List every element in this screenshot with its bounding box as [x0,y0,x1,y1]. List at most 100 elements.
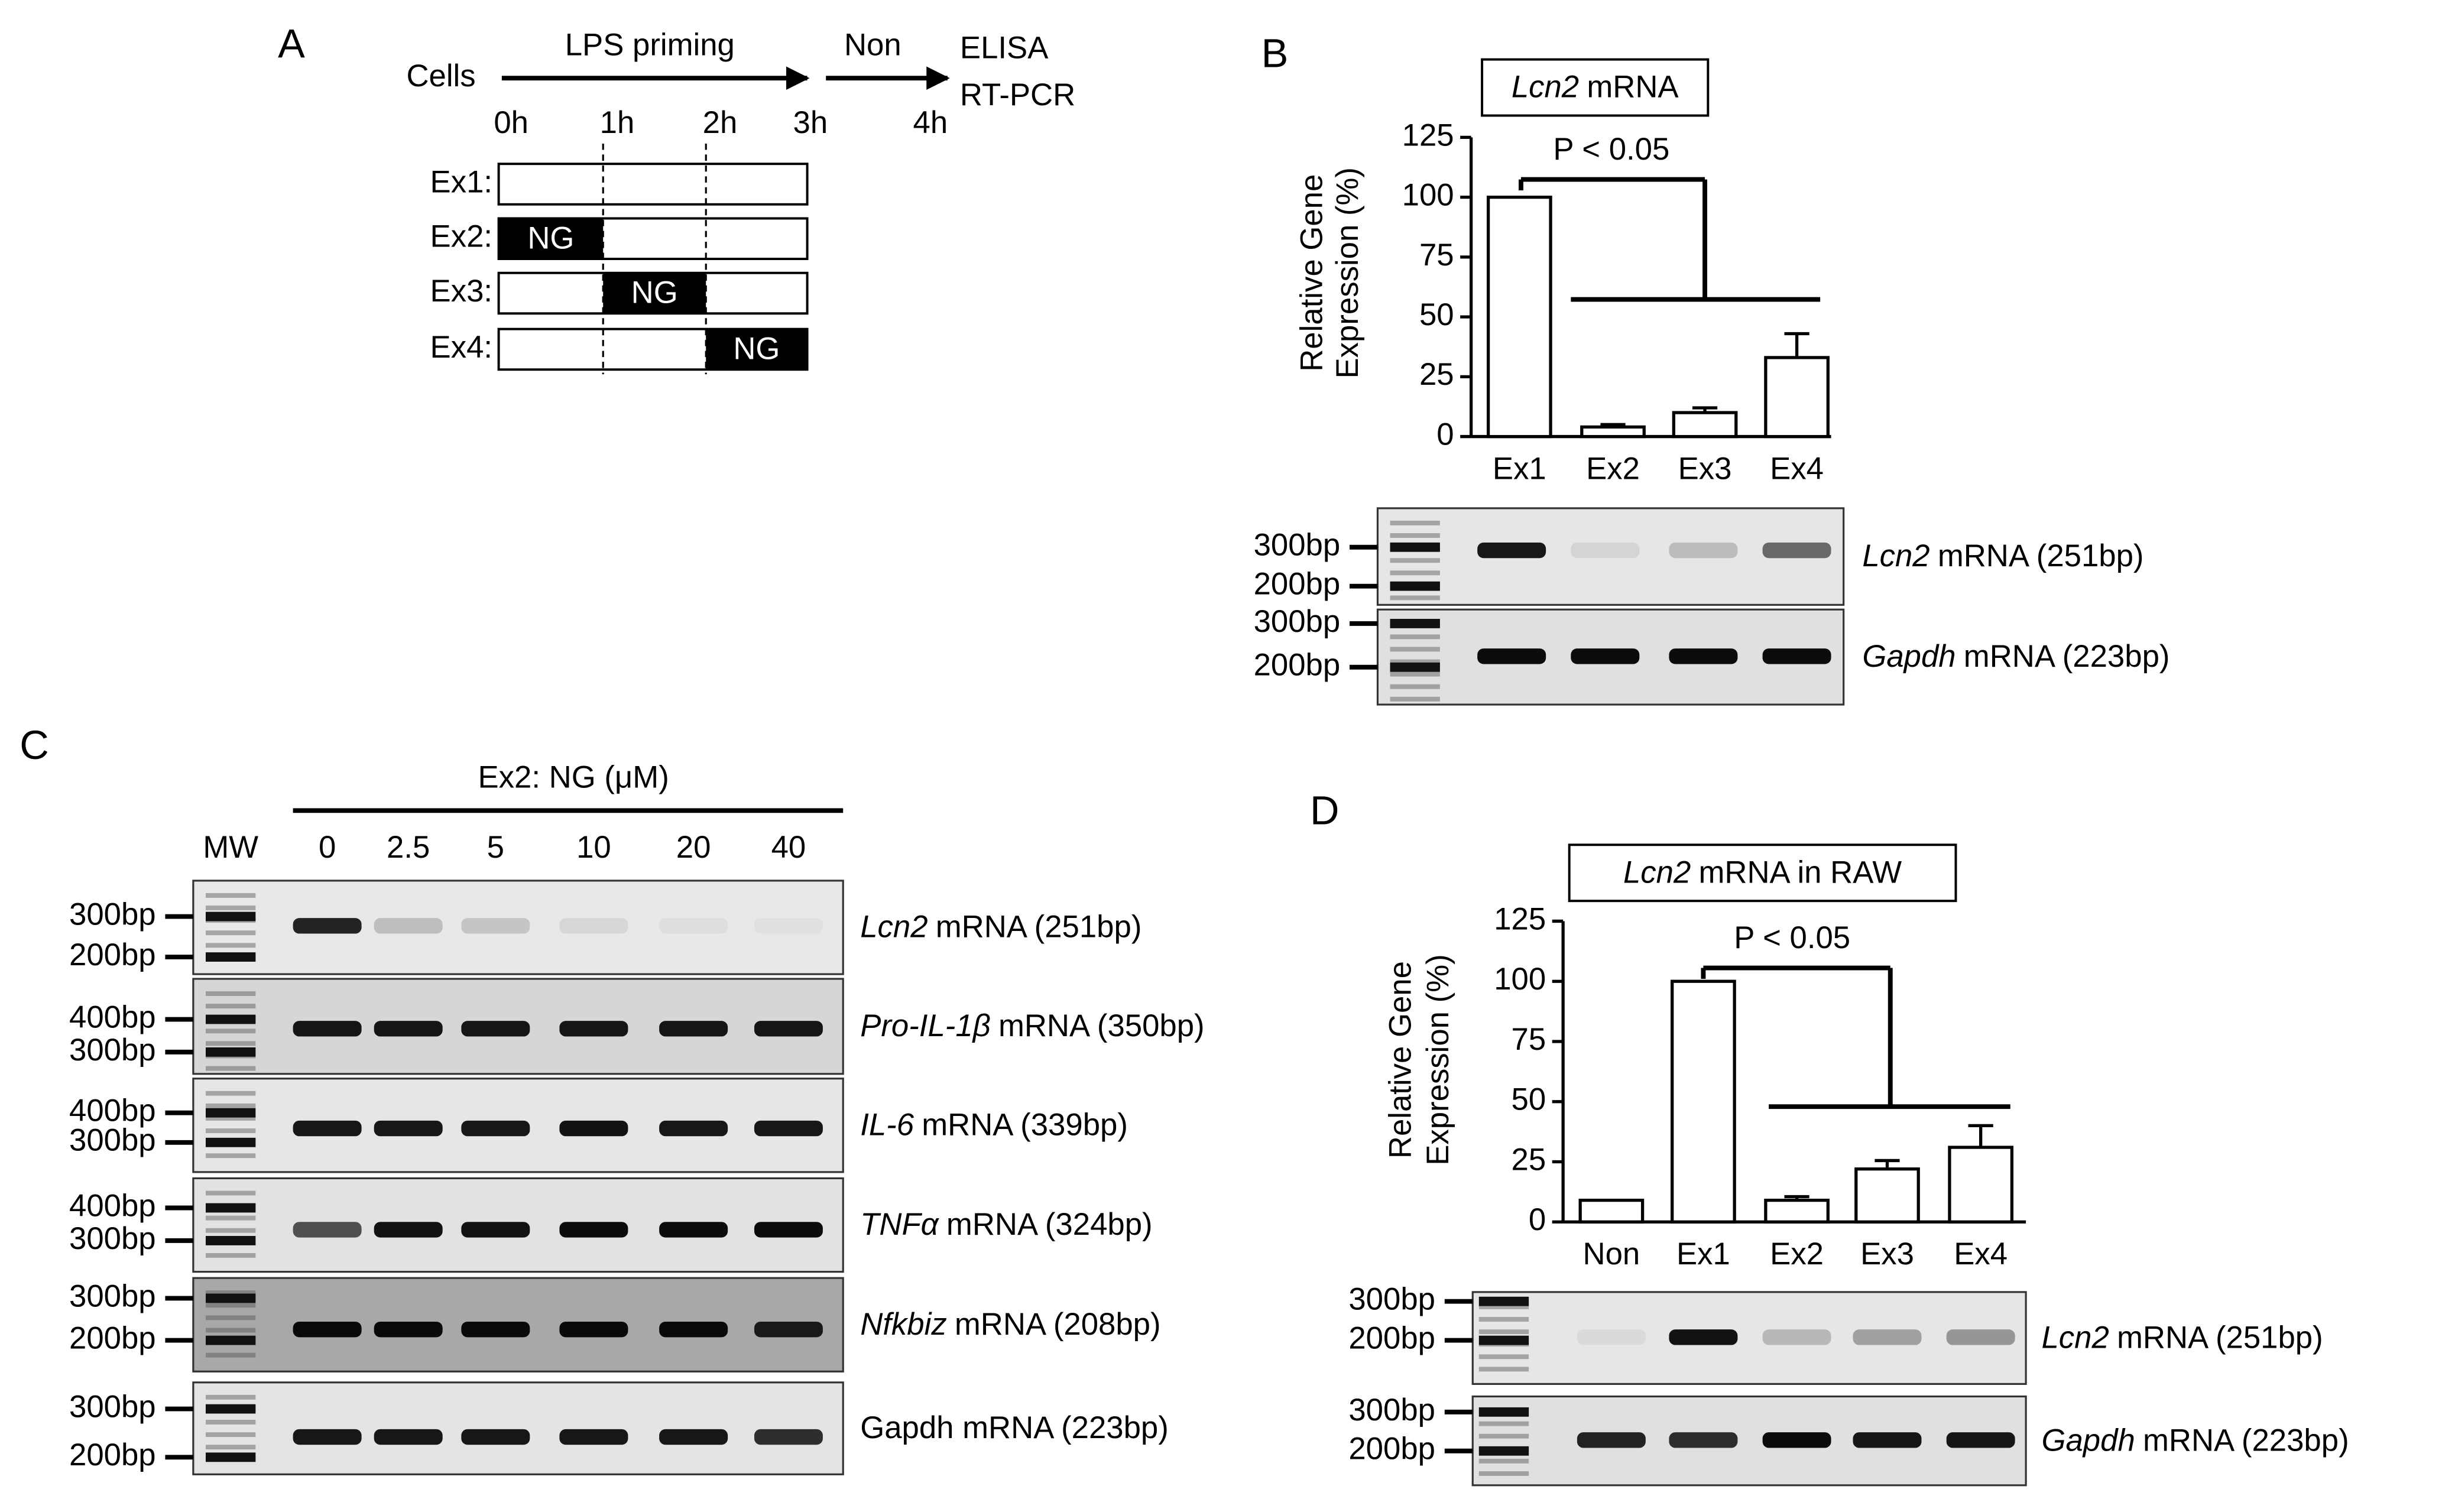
ladder-band [1478,1329,1529,1335]
gel-band [374,1429,443,1445]
gel-band [659,1120,728,1137]
x-tick-label: Non [1583,1237,1640,1271]
label-text: mRNA (251bp) [1938,538,2144,573]
gel-band [1571,648,1640,664]
marker-label: 200bp [1348,1432,1435,1466]
ladder-band [1390,659,1440,664]
ladder-band [205,1128,256,1133]
label-text: mRNA (223bp) [1964,639,2170,674]
x-tick-label: Ex2 [1586,451,1640,486]
title-gene: Lcn2 [1623,855,1691,890]
gel-band [1853,1329,1922,1345]
gel-band [754,1321,823,1338]
gene-name: Lcn2 [1862,538,1929,573]
gel-band [559,1021,628,1037]
bar [1486,196,1552,439]
title-gene: Lcn2 [1512,70,1579,105]
gel-band [1853,1432,1922,1448]
treatment-block [498,218,604,259]
ladder-band [205,1028,256,1034]
gel-band [754,1429,823,1445]
gel-band [461,1429,530,1445]
marker-label: 400bp [69,1000,156,1034]
ladder-band [1390,558,1440,563]
ladder-band [1390,647,1440,652]
gel-band [293,918,362,934]
lane-label: 2.5 [387,830,430,865]
panel-label: B [1261,30,1289,76]
row-label: Ex1: [430,164,493,199]
ladder-band [205,1103,256,1108]
y-tick-label: 50 [1419,297,1454,332]
y-tick-label: 75 [1419,238,1454,272]
ladder-band [1478,1296,1529,1306]
marker-label: 400bp [69,1188,156,1223]
gel-band [1669,542,1738,559]
ladder-band [205,906,256,910]
ladder-band [205,1432,256,1438]
marker-label: 300bp [69,1123,156,1158]
ladder-band [205,1235,256,1245]
ladder-band [1478,1317,1529,1322]
label-text: mRNA (223bp) [2143,1423,2349,1458]
y-tick-label: 100 [1402,178,1454,213]
marker-label: 300bp [1348,1393,1435,1427]
gel-band [1946,1432,2015,1448]
ladder-band [205,1352,256,1358]
ladder-band [1390,696,1440,702]
row-label: Ex4: [430,330,493,365]
ladder-band [1390,595,1440,601]
gel-band [1577,1329,1646,1345]
time-label: 0h [494,105,528,140]
marker-label: 400bp [69,1094,156,1128]
panel-label: A [278,21,305,67]
gel-band [293,1021,362,1037]
x-tick-label: Ex4 [1954,1237,2008,1271]
ladder-band [205,1091,256,1096]
ladder-band [1478,1458,1529,1464]
y-axis-label: Relative Gene [1294,174,1329,372]
gel-band [1946,1329,2015,1345]
x-tick-label: Ex3 [1860,1237,1914,1271]
ladder-band [205,1335,256,1345]
annotation: P < 0.05 [1734,920,1850,955]
ladder-band [1390,581,1440,591]
bar [1764,356,1830,439]
gel-band [461,1021,530,1037]
gel-band [1571,542,1640,559]
bar [1580,425,1646,439]
gel-band [293,1429,362,1445]
marker-label: 200bp [69,937,156,972]
label-text: mRNA (324bp) [946,1207,1153,1242]
gel-band [374,1321,443,1338]
bar [1854,1167,1920,1224]
gel-band [659,1021,728,1037]
ladder-band [205,1014,256,1024]
ladder-band [205,1253,256,1258]
y-tick-label: 125 [1402,118,1454,153]
ladder-band [205,991,256,996]
treatment-block [603,272,706,314]
ladder-band [205,1293,256,1303]
title-box [1568,843,1957,903]
lane-label: 0 [319,830,336,865]
ladder-band [205,930,256,936]
gel-band [559,1321,628,1338]
marker-label: 300bp [1348,1282,1435,1317]
gel-band [374,918,443,934]
ladder-band [1478,1471,1529,1476]
timeline-row [497,163,809,206]
bar [1672,411,1738,439]
gel-band [1669,648,1738,664]
ladder-band [205,1394,256,1400]
label-text: mRNA (350bp) [998,1008,1205,1043]
ladder-band [205,1303,256,1308]
ladder-band [1478,1304,1529,1309]
ladder-band [1478,1421,1529,1426]
gel-band [559,1222,628,1238]
lane-label: 5 [487,830,504,865]
lane-label: 10 [576,830,611,865]
marker-label: 300bp [69,1033,156,1068]
bar [1671,979,1736,1224]
